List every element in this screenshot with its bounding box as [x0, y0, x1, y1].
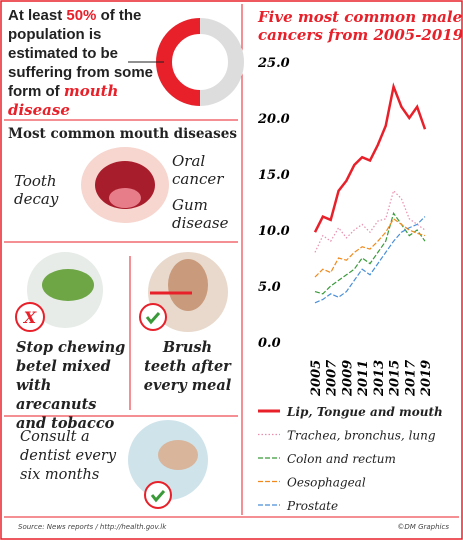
credit: ©DM Graphics: [397, 523, 449, 531]
x-tick-label: 2019: [419, 360, 434, 397]
disease-label: Tooth decay: [14, 172, 74, 208]
y-tick-label: 5.0: [258, 280, 281, 295]
face: [168, 259, 208, 311]
line-series: [315, 87, 425, 233]
line-series: [315, 213, 425, 294]
donut-share: [164, 26, 200, 98]
y-tick-label: 20.0: [257, 112, 290, 127]
legend-label: Trachea, bronchus, lung: [287, 429, 436, 443]
section-heading: Most common mouth diseases: [8, 126, 237, 142]
legend-label: Colon and rectum: [287, 452, 396, 466]
x-tick-label: 2015: [388, 360, 403, 397]
y-tick-label: 25.0: [257, 56, 290, 71]
intro-lead: At least: [8, 7, 62, 24]
x-tick-label: 2011: [356, 360, 371, 397]
y-tick-label: 15.0: [258, 168, 290, 183]
cross-icon: X: [23, 308, 37, 327]
tip: Stop chewing betel mixed with arecanuts …: [16, 338, 128, 433]
source: Source: News reports / http://health.gov…: [18, 523, 166, 531]
x-tick-label: 2013: [372, 360, 387, 397]
check-badge: [140, 304, 166, 330]
x-tick-label: 2005: [309, 360, 324, 397]
check-badge: [145, 482, 171, 508]
x-tick-label: 2009: [340, 360, 355, 397]
legend-label: Lip, Tongue and mouth: [286, 405, 443, 419]
betel-leaf: [42, 269, 94, 301]
disease-label: Gum disease: [172, 196, 234, 232]
intro: At least 50% of the population is estima…: [8, 6, 158, 120]
tip: Brush teeth after every meal: [140, 338, 235, 395]
y-tick-label: 0.0: [258, 336, 281, 351]
legend-label: Oesophageal: [287, 476, 366, 490]
y-tick-label: 10.0: [258, 224, 290, 239]
legend-label: Prostate: [286, 499, 338, 513]
patient: [158, 440, 198, 470]
disease-label: Oral cancer: [172, 152, 234, 188]
tongue: [109, 188, 141, 208]
intro-highlight: 50%: [66, 7, 96, 24]
tip: Consult a dentist every six months: [20, 428, 120, 485]
x-tick-label: 2007: [325, 360, 340, 397]
x-tick-label: 2017: [403, 360, 418, 397]
page: X Five most common malecancers from 2005…: [0, 0, 463, 541]
